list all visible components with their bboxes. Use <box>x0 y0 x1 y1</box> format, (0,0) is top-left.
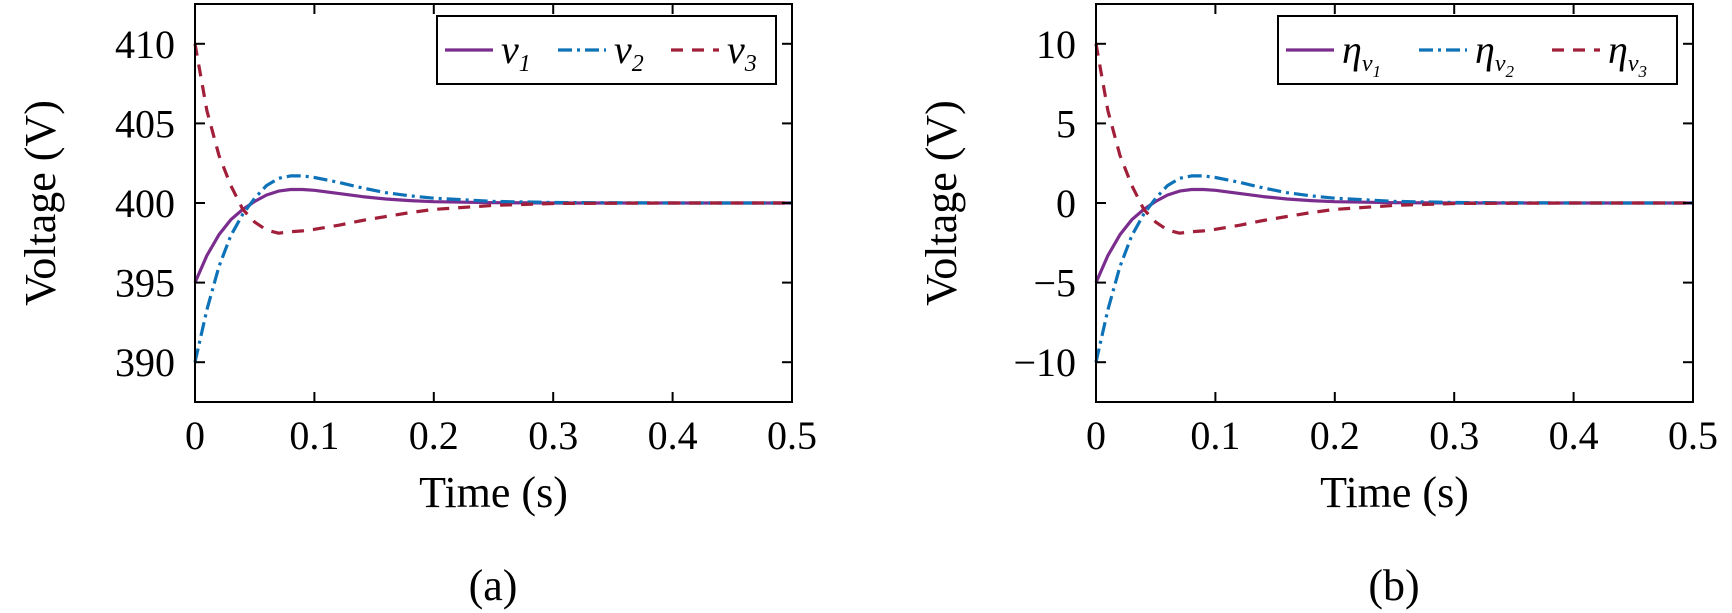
x-tick-label: 0.3 <box>528 413 578 458</box>
x-tick-label: 0 <box>185 413 205 458</box>
series-line-2 <box>193 174 792 363</box>
legend-label-1: ηv1 <box>1342 27 1381 81</box>
figure-caption: (b) <box>1368 561 1419 610</box>
x-axis-title: Time (s) <box>1320 468 1469 517</box>
legend-label-3: ηv3 <box>1608 27 1647 81</box>
series-line-3 <box>1094 43 1693 235</box>
figure-caption: (a) <box>469 561 518 610</box>
x-axis-title: Time (s) <box>419 468 568 517</box>
y-tick-label: 410 <box>115 22 175 67</box>
series-line-2 <box>1094 174 1693 363</box>
x-tick-label: 0.4 <box>1549 413 1599 458</box>
x-tick-label: 0.1 <box>289 413 339 458</box>
y-tick-label: 400 <box>115 181 175 226</box>
x-tick-label: 0.3 <box>1429 413 1479 458</box>
x-tick-label: 0.5 <box>767 413 817 458</box>
series-line-1 <box>193 187 792 284</box>
legend: ηv1 ηv2 ηv3 <box>1277 15 1678 85</box>
y-tick-label: 395 <box>115 261 175 306</box>
y-axis-title: Voltage (V) <box>16 100 65 306</box>
series-line-3 <box>193 43 792 235</box>
legend-label-3: v3 <box>727 27 757 77</box>
legend-label-2: ηv2 <box>1475 27 1515 81</box>
legend-box <box>1277 15 1678 85</box>
x-tick-label: 0.1 <box>1190 413 1240 458</box>
legend: v1 v2 v3 <box>436 15 777 85</box>
legend-label-2: v2 <box>614 27 644 77</box>
y-tick-label: 10 <box>1036 22 1076 67</box>
x-tick-label: 0.2 <box>1310 413 1360 458</box>
series-line-1 <box>1094 187 1693 284</box>
y-tick-label: 0 <box>1056 181 1076 226</box>
y-axis-title: Voltage (V) <box>917 100 966 306</box>
y-tick-label: 5 <box>1056 101 1076 146</box>
x-tick-label: 0.4 <box>648 413 698 458</box>
y-tick-label: 405 <box>115 101 175 146</box>
y-tick-label: 390 <box>115 340 175 385</box>
legend-box <box>436 15 777 85</box>
x-tick-label: 0 <box>1086 413 1106 458</box>
y-tick-label: −10 <box>1013 340 1076 385</box>
x-tick-label: 0.5 <box>1668 413 1718 458</box>
x-tick-label: 0.2 <box>409 413 459 458</box>
y-tick-label: −5 <box>1033 261 1076 306</box>
chart-0: 0 0.1 0.2 0.3 0.4 0.5 390 395 400 405 410 Time (s) V… <box>16 3 817 610</box>
chart-1: 0 0.1 0.2 0.3 0.4 0.5 −10 −5 0 5 10 Time (s) Voltage… <box>917 3 1718 610</box>
legend-label-1: v1 <box>501 27 531 77</box>
